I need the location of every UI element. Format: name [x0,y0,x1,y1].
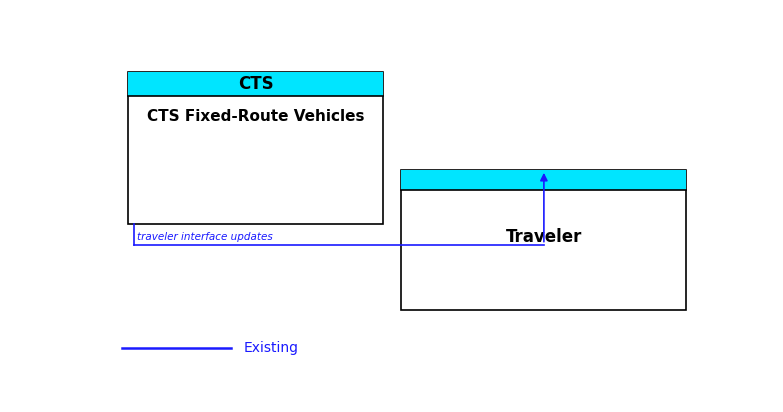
Bar [128,72,383,224]
Bar [128,72,383,96]
Text: Existing: Existing [244,341,298,355]
Bar [402,170,687,309]
Bar [402,170,687,190]
Text: traveler interface updates: traveler interface updates [137,232,273,242]
Text: Traveler: Traveler [506,228,582,246]
Text: CTS Fixed-Route Vehicles: CTS Fixed-Route Vehicles [147,109,364,124]
Text: CTS: CTS [238,75,273,93]
